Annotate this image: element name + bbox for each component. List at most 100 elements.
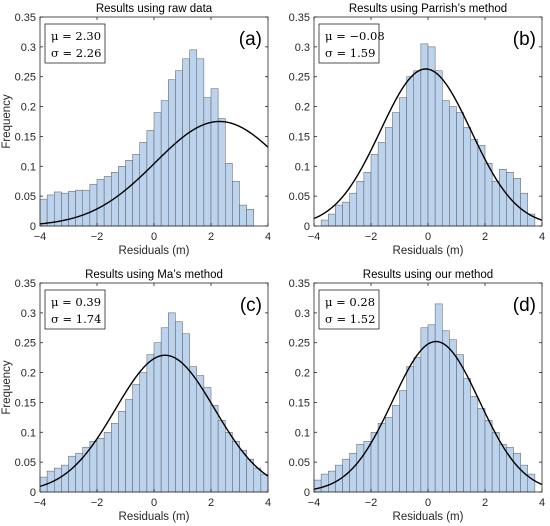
histogram-bar [68, 191, 76, 227]
histogram-bar [427, 324, 436, 493]
histogram-bar [160, 327, 169, 493]
histogram-panel-c: −4 −2 0 2 4 0 0.05 0.1 0.15 0.2 0.25 0.3 0.35 Results… [1, 269, 271, 523]
panel-title: Results using Parrish’s method [349, 3, 507, 15]
x-tick-label: 4 [539, 231, 545, 243]
y-tick-label: 0.2 [21, 102, 36, 114]
histogram-bar [363, 172, 372, 227]
histogram-bar [182, 58, 190, 227]
histogram-bar [399, 97, 407, 227]
y-tick-label: 0 [30, 487, 36, 499]
y-tick-label: 0.3 [295, 42, 310, 54]
y-tick-label: 0.35 [15, 12, 36, 24]
stats-mu: μ = 0.39 [51, 295, 101, 309]
histogram-bar [118, 166, 126, 227]
x-tick-label: −2 [91, 231, 104, 243]
y-tick-label: 0.2 [21, 368, 36, 380]
histogram-bar [253, 467, 262, 493]
histogram-bar [82, 189, 91, 227]
histogram-bar [239, 204, 247, 227]
histogram-bar [203, 387, 212, 493]
histogram-bar [96, 179, 105, 227]
x-tick-label: −4 [308, 231, 321, 243]
y-tick-label: 0.25 [15, 338, 36, 350]
histogram-bar [335, 204, 343, 227]
histogram-bar [385, 127, 393, 227]
y-tick-label: 0.05 [289, 457, 310, 469]
histogram-panel-b: −4 −2 0 2 4 0 0.05 0.1 0.15 0.2 0.25 0.3 0.35 Results… [289, 3, 545, 257]
x-tick-label: 4 [539, 497, 545, 509]
x-axis-label: Residuals (m) [393, 245, 464, 257]
histogram-bar [239, 449, 247, 493]
x-tick-label: 2 [208, 231, 214, 243]
panel-label: (b) [513, 29, 536, 50]
histogram-bar [392, 112, 400, 227]
panel-label: (d) [513, 295, 536, 316]
stats-box-frame [318, 23, 380, 64]
histogram-bar [456, 354, 464, 493]
panel-label: (c) [240, 295, 262, 316]
histogram-bar [232, 180, 240, 227]
histogram-bar [342, 458, 350, 493]
x-tick-label: 2 [482, 497, 488, 509]
panel-label: (a) [239, 29, 262, 50]
histogram-bar [153, 112, 162, 227]
x-tick-label: 0 [425, 231, 431, 243]
histogram-bar [61, 464, 69, 493]
y-axis-label: Frequency [1, 360, 13, 415]
histogram-bar [349, 452, 358, 493]
x-tick-label: −2 [365, 231, 378, 243]
histogram-bar [196, 375, 205, 493]
histogram-bar [132, 384, 141, 493]
y-axis-label: Frequency [1, 94, 13, 149]
stats-sigma: σ = 1.74 [51, 312, 101, 326]
histogram-bar [477, 408, 486, 493]
histogram-bar [175, 321, 183, 493]
y-tick-label: 0.3 [295, 308, 310, 320]
x-axis-label: Residuals (m) [119, 245, 190, 257]
y-tick-label: 0.2 [295, 102, 310, 114]
panel-title: Results using Ma’s method [85, 269, 223, 281]
y-tick-label: 0.25 [289, 338, 310, 350]
histogram-bar [175, 70, 183, 227]
histogram-bar [96, 438, 105, 493]
x-tick-label: −2 [91, 497, 104, 509]
x-tick-label: 0 [425, 497, 431, 509]
histogram-bar [442, 330, 450, 493]
histogram-bar [406, 366, 415, 493]
histogram-bar [370, 154, 379, 227]
stats-box: μ = 0.28 σ = 1.52 [318, 289, 380, 330]
y-tick-label: 0.35 [15, 278, 36, 290]
histogram-bar [385, 417, 393, 493]
histogram-bar [456, 112, 464, 227]
stats-box: μ = 0.39 σ = 1.74 [44, 289, 106, 330]
x-tick-label: 4 [265, 231, 271, 243]
stats-box: μ = 2.30 σ = 2.26 [44, 23, 106, 64]
y-tick-label: 0 [304, 221, 310, 233]
histogram-bar [342, 201, 350, 227]
histogram-bar [420, 43, 429, 227]
histogram-bar [232, 440, 240, 493]
y-tick-label: 0.1 [295, 427, 310, 439]
histogram-bar [125, 160, 133, 227]
normal-fit-curve [39, 354, 269, 488]
y-tick-label: 0.3 [21, 308, 36, 320]
histogram-bar [146, 130, 155, 227]
histogram-bar [328, 213, 336, 227]
normal-fit-curve [313, 68, 543, 221]
histogram-bar [484, 163, 493, 227]
histogram-bar [328, 470, 336, 493]
histogram-bar [225, 432, 233, 493]
histogram-bar [168, 312, 176, 493]
x-tick-label: −4 [308, 497, 321, 509]
y-tick-label: 0.35 [289, 12, 310, 24]
histogram-panel-d: −4 −2 0 2 4 0 0.05 0.1 0.15 0.2 0.25 0.3 0.35 Results… [289, 269, 545, 523]
stats-mu: μ = 2.30 [51, 29, 101, 43]
histogram-bar [377, 142, 386, 227]
x-axis-label: Residuals (m) [393, 511, 464, 523]
y-tick-label: 0.1 [295, 161, 310, 173]
x-tick-label: −2 [365, 497, 378, 509]
histogram-bar [356, 443, 365, 493]
histogram-bar [349, 192, 358, 227]
y-tick-label: 0.15 [289, 131, 310, 143]
